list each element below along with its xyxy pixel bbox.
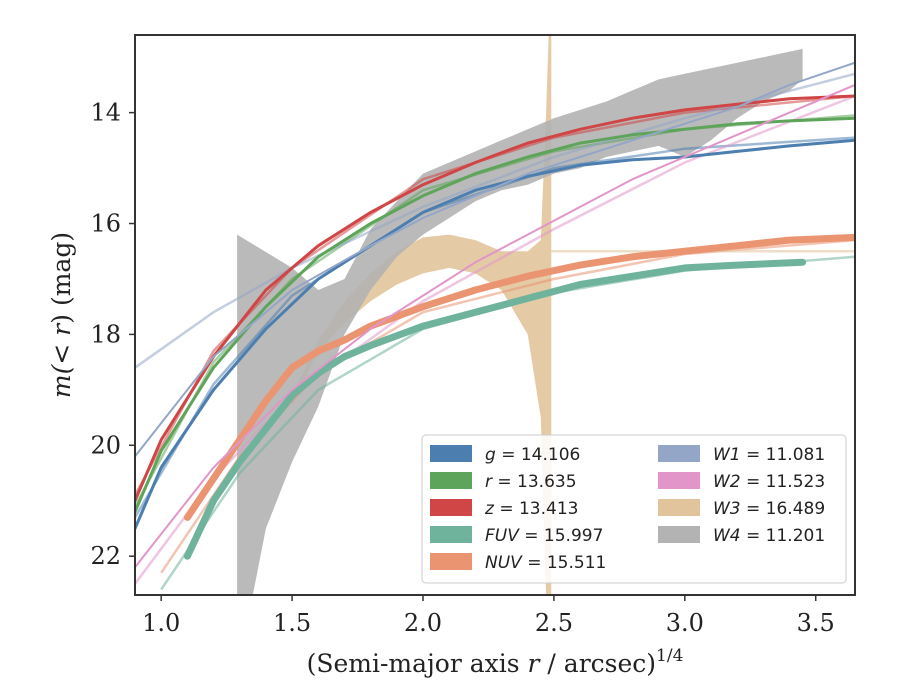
series-g-line xyxy=(135,138,855,530)
legend-label-w3: W3 = 16.489 xyxy=(713,499,825,519)
legend-swatch-w1 xyxy=(658,445,700,462)
x-tick-label: 1.0 xyxy=(142,609,180,637)
series-z-fit xyxy=(135,94,855,496)
x-tick-label: 2.0 xyxy=(404,609,442,637)
legend-box xyxy=(421,434,847,584)
y-axis-ticks: 14 16 18 20 22 xyxy=(90,99,135,570)
legend-swatch-nuv xyxy=(430,553,472,570)
x-tick-label: 3.0 xyxy=(666,609,704,637)
series-w2-line xyxy=(135,83,855,569)
y-tick-label: 18 xyxy=(90,320,121,348)
legend-swatch-r xyxy=(430,472,472,489)
y-tick-label: 22 xyxy=(90,542,121,570)
legend-label-g: g = 14.106 xyxy=(485,445,580,465)
y-tick-label: 14 xyxy=(90,99,121,127)
legend-label-w2: W2 = 11.523 xyxy=(713,472,825,492)
legend-label-w4: W4 = 11.201 xyxy=(713,526,825,546)
legend-swatch-g xyxy=(430,445,472,462)
legend-swatch-w3 xyxy=(658,499,700,516)
legend-label-fuv: FUV = 15.997 xyxy=(485,526,603,546)
x-axis-label: (Semi-major axis r / arcsec)1/4 xyxy=(307,646,684,678)
x-tick-label: 3.5 xyxy=(797,609,835,637)
x-tick-label: 2.5 xyxy=(535,609,573,637)
series-fuv-line xyxy=(183,258,807,560)
x-tick-label: 1.5 xyxy=(273,609,311,637)
series-nuv-line xyxy=(183,233,855,521)
y-axis-label: m(< r) (mag) xyxy=(47,232,76,398)
series-z-line xyxy=(135,94,855,503)
legend-swatch-fuv xyxy=(430,526,472,543)
series-w1-fit xyxy=(135,72,855,369)
series-layer xyxy=(135,61,855,569)
series-r-line xyxy=(135,116,855,514)
legend-swatch-z xyxy=(430,499,472,516)
legend-label-w1: W1 = 11.081 xyxy=(713,445,825,465)
y-tick-label: 16 xyxy=(90,210,121,238)
plot-frame xyxy=(134,34,856,596)
legend: g = 14.106 r = 13.635 z = 13.413 FUV = 15.9… xyxy=(421,434,847,584)
x-axis-ticks: 1.0 1.5 2.0 2.5 3.0 3.5 xyxy=(142,595,835,637)
legend-label-z: z = 13.413 xyxy=(484,499,578,519)
y-tick-label: 20 xyxy=(90,431,121,459)
legend-label-r: r = 13.635 xyxy=(485,472,577,492)
series-w1-line xyxy=(135,61,855,458)
legend-swatch-w4 xyxy=(658,526,700,543)
legend-label-nuv: NUV = 15.511 xyxy=(485,553,606,573)
legend-swatch-w2 xyxy=(658,472,700,489)
